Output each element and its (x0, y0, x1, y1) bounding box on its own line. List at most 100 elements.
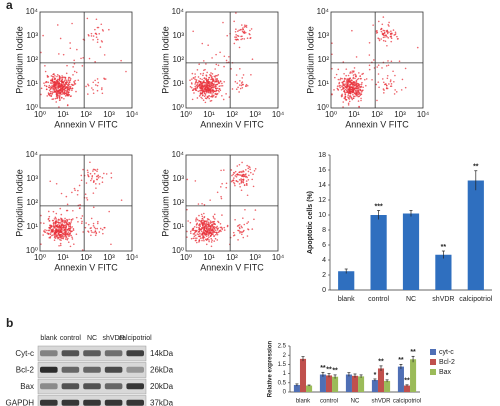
event-dot (186, 236, 188, 238)
event-dot (69, 95, 72, 98)
event-dot (252, 173, 254, 175)
event-dot (216, 239, 219, 241)
event-dot (186, 178, 189, 181)
event-dot (201, 237, 203, 239)
plot-frame (39, 11, 133, 109)
event-dot (110, 172, 113, 174)
event-dot (394, 74, 396, 77)
event-dot (357, 95, 360, 98)
event-dot (101, 177, 104, 179)
event-dot (199, 92, 202, 94)
event-dot (371, 78, 373, 81)
event-dot (195, 239, 197, 242)
event-dot (346, 83, 349, 86)
x-tick-label: 10¹ (348, 110, 360, 119)
legend-label: Bcl-2 (439, 359, 455, 366)
event-dot (214, 237, 217, 240)
event-dot (206, 89, 209, 91)
y-tick-label: 0.5 (278, 380, 287, 386)
event-dot (352, 91, 355, 93)
event-dot (73, 81, 76, 84)
event-dot (205, 235, 208, 237)
event-dot (195, 84, 198, 87)
event-dot (210, 241, 213, 243)
event-dot (203, 81, 206, 84)
event-dot (47, 81, 50, 84)
event-dot (236, 82, 239, 84)
event-dot (339, 86, 341, 89)
event-dot (221, 82, 223, 85)
event-dot (51, 80, 54, 83)
event-dot (216, 87, 219, 90)
event-dot (248, 174, 250, 177)
event-dot (86, 199, 89, 201)
event-dot (368, 68, 371, 71)
event-dot (87, 171, 89, 174)
event-dot (206, 227, 208, 229)
x-tick-label: 10⁴ (272, 253, 285, 262)
event-dot (359, 94, 362, 96)
event-dot (241, 37, 244, 40)
event-dot (382, 88, 385, 90)
y-tick-label: 10⁴ (26, 150, 39, 159)
event-dot (46, 232, 49, 234)
event-dot (380, 28, 382, 31)
event-dot (416, 46, 419, 49)
event-dot (243, 184, 246, 186)
event-dot (97, 175, 99, 177)
lane-label: control (60, 335, 81, 342)
event-dot (210, 224, 213, 227)
significance-label: * (374, 372, 377, 379)
event-dot (359, 75, 361, 77)
blot-band (61, 350, 80, 357)
event-dot (49, 92, 52, 95)
event-dot (198, 224, 200, 227)
event-dot (69, 232, 71, 235)
event-dot (96, 84, 99, 87)
blot-band (126, 366, 144, 373)
event-dot (75, 71, 78, 74)
blot-band (83, 383, 101, 390)
event-dot (235, 12, 237, 14)
event-dot (357, 100, 360, 102)
event-dot (216, 233, 219, 236)
event-dot (205, 85, 208, 88)
event-dot (52, 228, 54, 231)
event-dot (351, 98, 354, 101)
y-tick-label: 0 (283, 390, 287, 396)
event-dot (48, 220, 51, 222)
event-dot (342, 61, 345, 63)
event-dot (240, 231, 243, 233)
event-dot (245, 83, 248, 86)
event-dot (63, 226, 66, 229)
event-dot (225, 59, 228, 62)
event-dot (66, 222, 68, 225)
event-dot (52, 91, 54, 94)
event-dot (201, 84, 204, 87)
event-dot (206, 238, 208, 240)
event-dot (53, 89, 56, 92)
event-dot (238, 46, 241, 49)
x-tick-label: 10⁴ (126, 110, 139, 119)
event-dot (242, 28, 244, 31)
event-dot (54, 84, 57, 87)
event-dot (211, 229, 213, 232)
event-dot (195, 218, 197, 221)
event-dot (65, 72, 68, 75)
event-dot (342, 80, 345, 83)
event-dot (196, 97, 199, 99)
event-dot (60, 213, 63, 216)
event-dot (247, 179, 250, 181)
significance-label: ** (398, 357, 404, 364)
x-tick-label: 10³ (249, 253, 261, 262)
event-dot (45, 81, 47, 84)
event-dot (212, 94, 215, 97)
event-dot (236, 173, 239, 175)
x-tick-label: 10³ (103, 110, 115, 119)
event-dot (200, 228, 203, 231)
event-dot (241, 170, 243, 173)
event-dot (243, 38, 246, 40)
event-dot (353, 84, 356, 87)
event-dot (192, 30, 194, 33)
event-dot (390, 37, 393, 40)
